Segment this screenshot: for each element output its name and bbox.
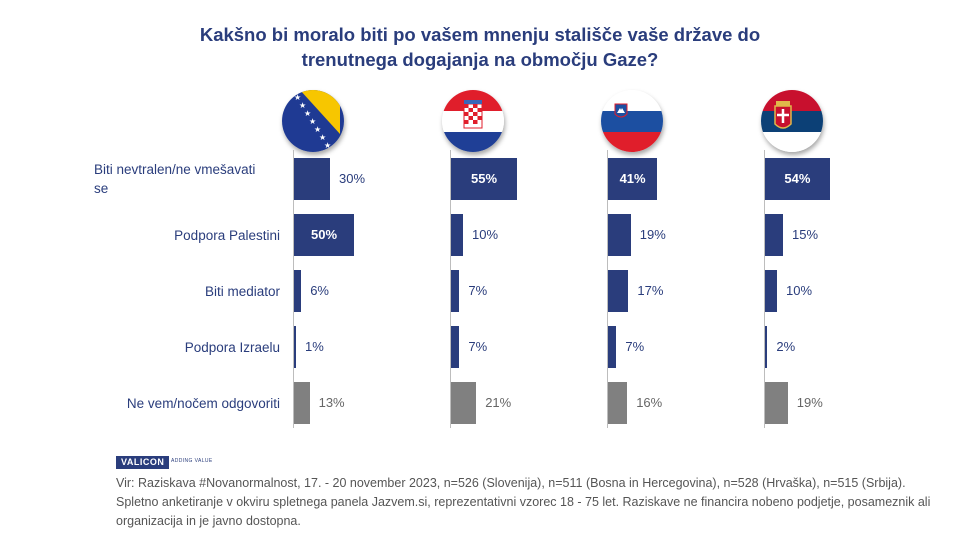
bar-bosnia-palestine: [294, 214, 354, 256]
bar-slovenia-israel: [608, 326, 617, 368]
data-label-serbia-mediator: 10%: [786, 283, 813, 298]
svg-text:★: ★: [294, 93, 301, 102]
valicon-tagline: ADDING VALUE: [171, 458, 213, 464]
bar-slovenia-neutral: [608, 158, 658, 200]
data-label-croatia-palestine: 10%: [472, 227, 499, 242]
data-label-serbia-neutral: 54%: [784, 171, 811, 186]
category-label-dont-know: Ne vem/nočem odgovoriti: [126, 396, 280, 411]
bar-serbia-neutral: [765, 158, 830, 200]
data-label-bosnia-dont-know: 13%: [318, 395, 345, 410]
data-label-slovenia-neutral: 41%: [619, 171, 646, 186]
axis-line-croatia: [450, 150, 451, 428]
data-label-croatia-israel: 7%: [468, 339, 488, 354]
chart-title: Kakšno bi moralo biti po vašem mnenju st…: [160, 22, 800, 72]
category-label-neutral-line-2: se: [94, 181, 109, 196]
data-label-croatia-neutral: 55%: [470, 171, 498, 186]
data-label-slovenia-mediator: 17%: [637, 283, 664, 298]
data-label-slovenia-palestine: 19%: [639, 227, 666, 242]
data-label-croatia-dont-know: 21%: [485, 395, 512, 410]
category-label-neutral: Biti nevtralen/ne vmešavati se: [94, 160, 284, 198]
bar-serbia-palestine: [765, 214, 783, 256]
data-label-serbia-palestine: 15%: [792, 227, 819, 242]
svg-text:★: ★: [304, 109, 311, 118]
svg-text:★: ★: [314, 125, 321, 134]
bar-bosnia-dont-know: [294, 382, 310, 424]
bar-croatia-palestine: [451, 214, 463, 256]
bar-serbia-dont-know: [765, 382, 788, 424]
data-label-serbia-dont-know: 19%: [796, 395, 823, 410]
axis-line-bosnia: [293, 150, 294, 428]
data-label-bosnia-israel: 1%: [305, 339, 324, 354]
bar-croatia-dont-know: [451, 382, 477, 424]
bosnia-flag-icon: ★ ★ ★ ★ ★ ★ ★: [282, 90, 344, 152]
category-label-israel: Podpora Izraelu: [184, 340, 280, 355]
bar-croatia-mediator: [451, 270, 460, 312]
slovenia-flag-icon: [601, 90, 663, 152]
data-label-croatia-mediator: 7%: [468, 283, 488, 298]
data-label-bosnia-palestine: 50%: [310, 227, 338, 242]
svg-text:★: ★: [319, 133, 326, 142]
chart-title-line-2: trenutnega dogajanja na območju Gaze?: [301, 49, 659, 70]
valicon-logo: VALICON: [116, 456, 170, 469]
bar-bosnia-israel: [294, 326, 296, 368]
category-label-neutral-line-1: Biti nevtralen/ne vmešavati: [94, 162, 256, 177]
axis-line-slovenia: [607, 150, 608, 428]
bar-serbia-mediator: [765, 270, 777, 312]
bar-bosnia-neutral: [294, 158, 330, 200]
bar-serbia-israel: [765, 326, 768, 368]
data-label-serbia-israel: 2%: [776, 339, 796, 354]
chart-title-line-1: Kakšno bi moralo biti po vašem mnenju st…: [199, 24, 761, 45]
category-label-palestine: Podpora Palestini: [174, 228, 280, 243]
data-label-bosnia-mediator: 6%: [310, 283, 329, 298]
croatia-flag-icon: [442, 90, 504, 152]
serbia-flag-icon: [761, 90, 823, 152]
bar-croatia-neutral: [451, 158, 517, 200]
bar-bosnia-mediator: [294, 270, 302, 312]
bar-slovenia-palestine: [608, 214, 631, 256]
data-label-bosnia-neutral: 30%: [339, 171, 366, 186]
bar-slovenia-dont-know: [608, 382, 628, 424]
svg-text:★: ★: [299, 101, 306, 110]
bar-croatia-israel: [451, 326, 460, 368]
source-note: Vir: Raziskava #Novanormalnost, 17. - 20…: [116, 476, 931, 528]
svg-text:★: ★: [309, 117, 316, 126]
svg-text:★: ★: [324, 141, 331, 150]
axis-line-serbia: [764, 150, 765, 428]
data-label-slovenia-israel: 7%: [625, 339, 645, 354]
category-label-mediator: Biti mediator: [204, 284, 280, 299]
data-label-slovenia-dont-know: 16%: [636, 395, 663, 410]
bar-slovenia-mediator: [608, 270, 629, 312]
